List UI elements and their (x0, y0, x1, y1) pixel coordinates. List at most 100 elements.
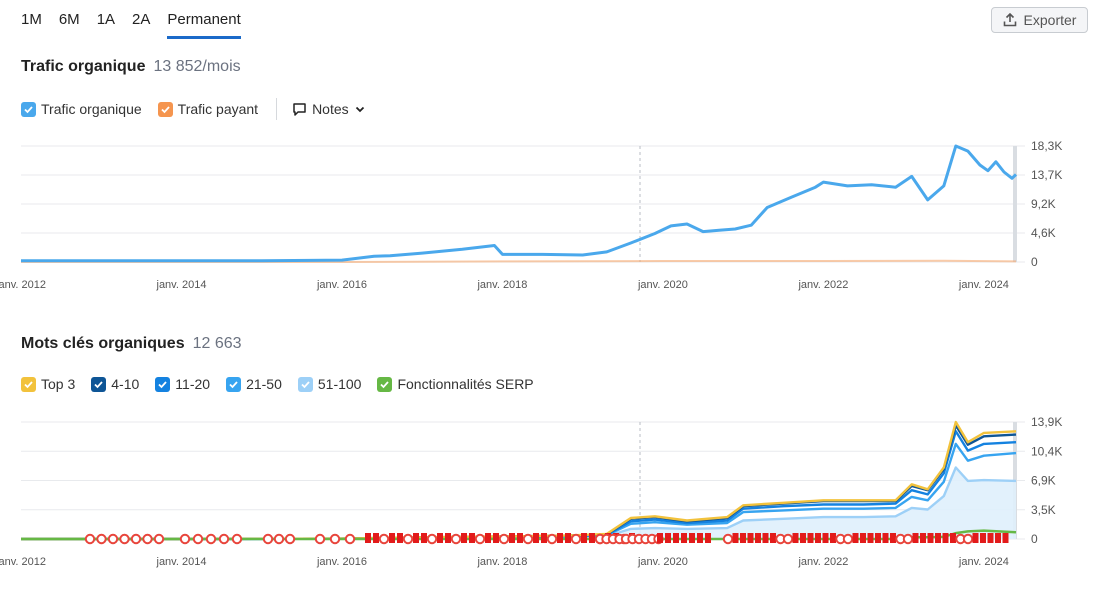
event-flag-marker (942, 533, 949, 543)
x-tick-label: janv. 2014 (156, 279, 207, 291)
x-tick-label: janv. 2018 (476, 279, 527, 291)
export-button[interactable]: Exporter (991, 7, 1088, 33)
google-update-marker (378, 533, 390, 545)
y-tick-label: 13,7K (1031, 168, 1062, 182)
traffic-legend: Trafic organique Trafic payant Notes (21, 98, 371, 120)
x-tick-label: janv. 2014 (156, 556, 207, 568)
legend-4-10[interactable]: 4-10 (91, 376, 139, 392)
legend-organic-traffic[interactable]: Trafic organique (21, 101, 142, 117)
legend-top3-label: Top 3 (41, 376, 76, 392)
event-flag-marker (421, 533, 427, 543)
google-update-marker (231, 533, 243, 545)
x-tick-label: janv. 2012 (0, 556, 46, 568)
event-flag-marker (589, 533, 595, 543)
google-update-marker (153, 533, 165, 545)
comment-icon (293, 102, 306, 116)
event-flag-marker (815, 533, 821, 543)
event-flag-marker (995, 533, 1001, 543)
event-flag-marker (980, 533, 986, 543)
legend-51-100-label: 51-100 (317, 376, 362, 392)
legend-11-20[interactable]: 11-20 (155, 376, 210, 392)
keywords-chart[interactable]: 13,9K 10,4K 6,9K 3,5K 0 janv. 2012 janv. 2014 j… (0, 410, 1103, 590)
checkbox-icon[interactable] (21, 376, 36, 392)
y-tick-label: 10,4K (1031, 444, 1062, 458)
google-update-marker (192, 533, 204, 545)
y-tick-label: 9,2K (1031, 197, 1056, 211)
tab-1a[interactable]: 1A (96, 11, 116, 28)
event-flag-marker (792, 533, 799, 543)
y-tick-label: 0 (1031, 255, 1038, 269)
event-flag-marker (747, 533, 754, 543)
event-flag-marker (461, 533, 467, 543)
checkbox-icon[interactable] (226, 376, 242, 392)
event-flag-marker (541, 533, 547, 543)
keywords-title-text: Mots clés organiques (21, 335, 185, 352)
x-tick-label: janv. 2022 (797, 556, 848, 568)
google-update-marker (84, 533, 96, 545)
legend-21-50[interactable]: 21-50 (226, 376, 282, 392)
event-flag-marker (517, 533, 523, 543)
event-flag-marker (927, 533, 934, 543)
tab-2a[interactable]: 2A (132, 11, 151, 28)
event-flag-marker (882, 533, 889, 543)
series-51-100-area (21, 467, 1016, 539)
x-tick-label: janv. 2018 (476, 556, 527, 568)
series-organic-traffic-line (21, 144, 1018, 263)
google-update-marker (474, 533, 486, 545)
checkbox-icon[interactable] (155, 376, 171, 392)
event-flag-marker (557, 533, 563, 543)
event-flag-marker (697, 533, 703, 543)
event-flag-marker (705, 533, 711, 543)
event-flag-marker (689, 533, 695, 543)
google-update-marker (218, 533, 230, 545)
event-flag-marker (397, 533, 403, 543)
x-tick-label: janv. 2020 (637, 279, 688, 291)
legend-top3[interactable]: Top 3 (21, 376, 75, 392)
legend-serp[interactable]: Fonctionnalités SERP (377, 376, 534, 392)
google-update-marker (522, 533, 534, 545)
google-update-marker (142, 533, 153, 545)
google-update-marker (782, 533, 794, 545)
event-flag-marker (373, 533, 379, 543)
event-flag-marker (762, 533, 769, 543)
google-update-marker (119, 533, 130, 545)
event-flag-marker (950, 533, 956, 543)
traffic-chart[interactable]: 18,3K 13,7K 9,2K 4,6K 0 janv. 2012 janv. 2014 j… (0, 130, 1103, 295)
upload-icon (1003, 13, 1016, 27)
event-flag-marker (875, 533, 881, 543)
event-flag-marker (867, 533, 874, 543)
event-flag-marker (389, 533, 395, 543)
event-flag-marker (830, 533, 836, 543)
traffic-value: 13 852/mois (153, 58, 241, 75)
y-tick-label: 0 (1031, 532, 1038, 546)
google-update-marker (962, 533, 974, 545)
legend-paid-label: Trafic payant (177, 101, 259, 117)
checkbox-icon[interactable] (297, 376, 313, 392)
legend-paid-traffic[interactable]: Trafic payant (157, 101, 259, 117)
google-update-marker (902, 533, 914, 545)
notes-dropdown[interactable]: Notes (292, 101, 371, 117)
checkbox-icon[interactable] (157, 101, 173, 117)
y-tick-label: 6,9K (1031, 474, 1056, 488)
legend-organic-label: Trafic organique (41, 101, 142, 117)
legend-4-10-label: 4-10 (111, 376, 140, 392)
keywords-value: 12 663 (192, 335, 242, 352)
x-tick-label: janv. 2016 (316, 556, 367, 568)
tab-6m[interactable]: 6M (58, 11, 80, 28)
y-tick-label: 3,5K (1031, 503, 1056, 517)
y-tick-label: 18,3K (1031, 139, 1062, 153)
tab-permanent[interactable]: Permanent (167, 10, 241, 39)
google-update-marker (546, 533, 558, 545)
legend-51-100[interactable]: 51-100 (297, 376, 362, 392)
checkbox-icon[interactable] (21, 101, 36, 117)
event-flag-marker (581, 533, 587, 543)
event-flag-marker (800, 533, 806, 543)
tab-1m[interactable]: 1M (21, 11, 42, 28)
checkbox-icon[interactable] (377, 376, 393, 392)
event-flag-marker (413, 533, 419, 543)
event-flag-marker (673, 533, 679, 543)
x-tick-label: janv. 2022 (797, 279, 848, 291)
event-flag-marker (890, 533, 896, 543)
checkbox-icon[interactable] (91, 376, 107, 392)
export-label: Exporter (1023, 12, 1077, 28)
